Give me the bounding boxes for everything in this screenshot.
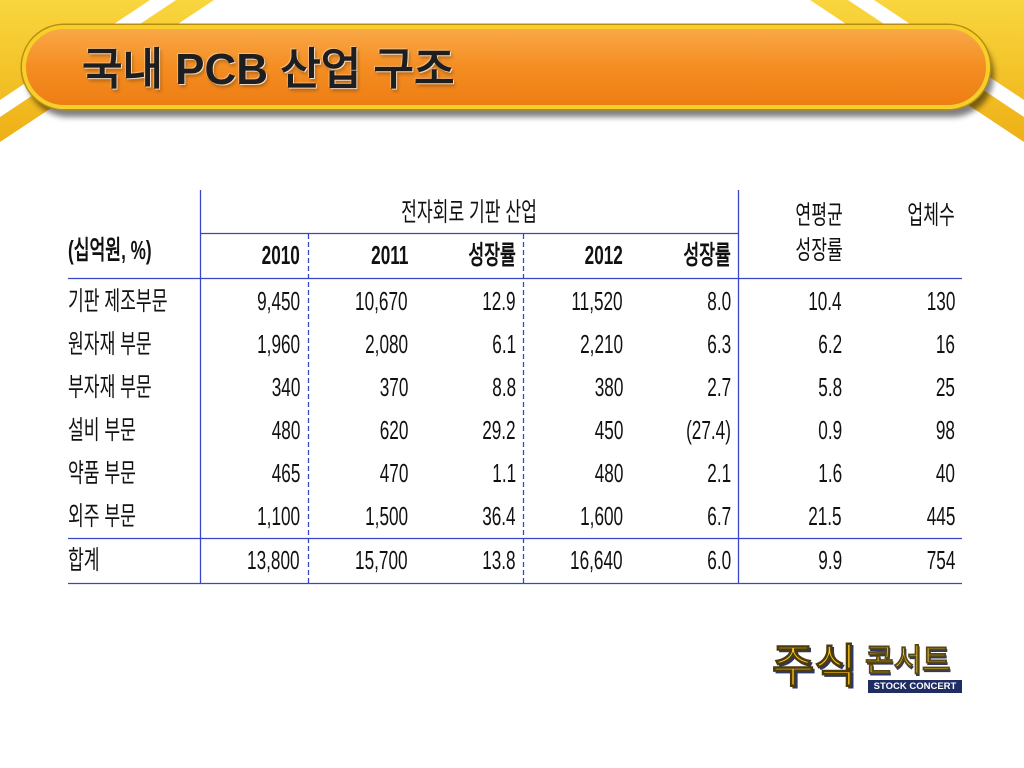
table-cell: 16 <box>935 329 955 359</box>
title-banner: 국내 PCB 산업 구조 <box>22 25 990 109</box>
table-row: 원자재 부문 1,960 2,080 6.1 2,210 6.3 6.2 16 <box>0 323 1024 366</box>
logo-main-text: 주식 <box>772 640 858 693</box>
column-header-companies: 업체수 <box>907 200 955 230</box>
row-label: 약품 부문 <box>68 458 136 488</box>
table-cell: 40 <box>935 458 955 488</box>
table-cell: 29.2 <box>482 415 516 445</box>
table-cell: 1,960 <box>257 329 300 359</box>
table-cell: 370 <box>379 372 408 402</box>
total-cell: 9.9 <box>818 545 842 575</box>
table-cell: 10.4 <box>808 286 842 316</box>
row-label: 원자재 부문 <box>68 329 152 359</box>
row-label: 외주 부문 <box>68 501 136 531</box>
table-cell: 21.5 <box>808 501 842 531</box>
column-header-growth-2012: 성장률 <box>683 240 731 270</box>
table-cell: 1,500 <box>365 501 408 531</box>
table-cell: 11,520 <box>571 286 623 316</box>
table-cell: 380 <box>594 372 623 402</box>
table-cell: 480 <box>594 458 623 488</box>
table-row: 설비 부문 480 620 29.2 450 (27.4) 0.9 98 <box>0 409 1024 452</box>
total-cell: 13.8 <box>482 545 516 575</box>
header-row: 2010 2011 성장률 2012 성장률 <box>0 234 1024 277</box>
table-cell: 25 <box>935 372 955 402</box>
table-cell: 450 <box>594 415 623 445</box>
table-cell: 1.1 <box>492 458 516 488</box>
total-cell: 16,640 <box>570 545 623 575</box>
table-cell: 12.9 <box>482 286 516 316</box>
table-cell: 465 <box>271 458 300 488</box>
table-cell: 0.9 <box>818 415 842 445</box>
row-label: 설비 부문 <box>68 415 136 445</box>
table-cell: 6.1 <box>492 329 516 359</box>
total-cell: 15,700 <box>355 545 408 575</box>
table-row: 외주 부문 1,100 1,500 36.4 1,600 6.7 21.5 44… <box>0 495 1024 538</box>
total-row: 합계 13,800 15,700 13.8 16,640 6.0 9.9 754 <box>0 539 1024 582</box>
table-row: 부자재 부문 340 370 8.8 380 2.7 5.8 25 <box>0 366 1024 409</box>
total-cell: 13,800 <box>247 545 300 575</box>
table-cell: 9,450 <box>257 286 300 316</box>
unit-label: (십억원, %) <box>68 235 152 265</box>
column-header-cagr-line-2: 성장률 <box>795 235 843 265</box>
column-header-2010: 2010 <box>261 240 300 270</box>
table-cell: (27.4) <box>686 415 731 445</box>
table-cell: 6.3 <box>707 329 731 359</box>
page-title: 국내 PCB 산업 구조 <box>82 45 455 94</box>
total-row-label: 합계 <box>68 545 100 575</box>
table-row: 약품 부문 465 470 1.1 480 2.1 1.6 40 <box>0 452 1024 495</box>
stock-concert-logo: 주식 콘서트 STOCK CONCERT <box>770 640 964 694</box>
table-cell: 480 <box>271 415 300 445</box>
table-cell: 2,210 <box>580 329 623 359</box>
total-cell: 6.0 <box>707 545 731 575</box>
table-cell: 8.0 <box>707 286 731 316</box>
table-cell: 445 <box>926 501 955 531</box>
table-row: 기판 제조부문 9,450 10,670 12.9 11,520 8.0 10.… <box>0 280 1024 323</box>
column-header-2012: 2012 <box>584 240 623 270</box>
logo-tagline: STOCK CONCERT <box>868 680 962 693</box>
table-cell: 8.8 <box>492 372 516 402</box>
table-cell: 130 <box>926 286 955 316</box>
table-cell: 1,600 <box>580 501 623 531</box>
table-cell: 6.7 <box>707 501 731 531</box>
table-cell: 1,100 <box>257 501 300 531</box>
column-header-cagr-line-1: 연평균 <box>795 200 843 230</box>
table-cell: 620 <box>379 415 408 445</box>
table-cell: 1.6 <box>818 458 842 488</box>
table-cell: 6.2 <box>818 329 842 359</box>
table-cell: 2.7 <box>707 372 731 402</box>
table-cell: 2,080 <box>365 329 408 359</box>
table-cell: 470 <box>379 458 408 488</box>
table-cell: 10,670 <box>355 286 408 316</box>
group-header: 전자회로 기판 산업 <box>401 197 537 227</box>
row-label: 부자재 부문 <box>68 372 152 402</box>
table-cell: 5.8 <box>818 372 842 402</box>
table-cell: 36.4 <box>482 501 516 531</box>
total-cell: 754 <box>926 545 955 575</box>
table-cell: 98 <box>935 415 955 445</box>
column-header-2011: 2011 <box>370 240 408 270</box>
row-label: 기판 제조부문 <box>68 286 168 316</box>
table-cell: 340 <box>271 372 300 402</box>
column-header-growth-2011: 성장률 <box>468 240 516 270</box>
table-cell: 2.1 <box>707 458 731 488</box>
logo-sub-text: 콘서트 <box>865 643 951 679</box>
